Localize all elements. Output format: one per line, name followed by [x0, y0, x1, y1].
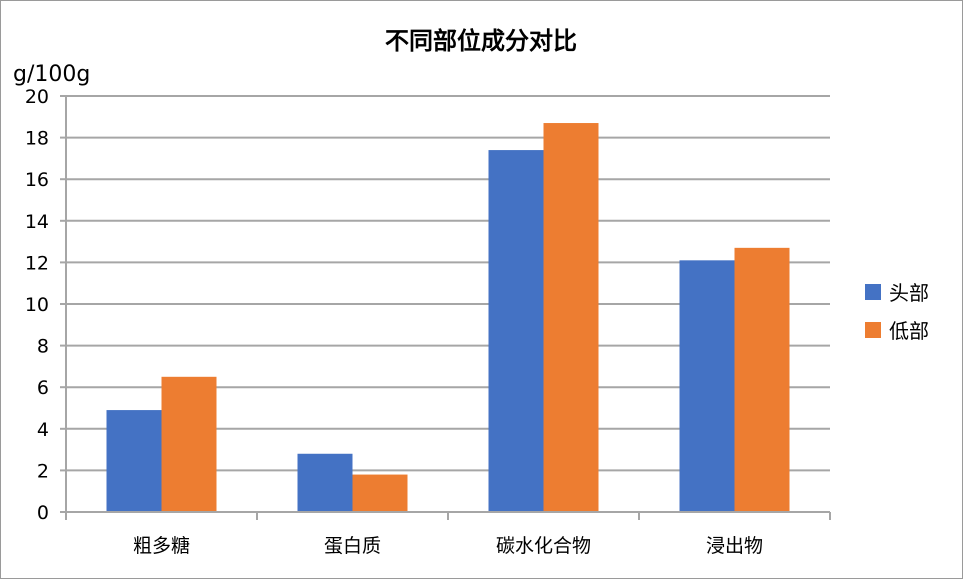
y-tick-label: 16: [25, 169, 49, 191]
y-tick-label: 14: [25, 211, 49, 233]
chart-title: 不同部位成分对比: [385, 27, 577, 55]
y-tick-label: 4: [37, 419, 49, 441]
bar-低部-粗多糖: [161, 376, 217, 512]
y-tick-label: 8: [37, 336, 49, 358]
legend-label: 低部: [889, 319, 929, 343]
x-axis-ticks: 粗多糖 蛋白质 碳水化合物 浸出物: [133, 535, 763, 557]
y-tick-label: 12: [25, 252, 49, 274]
legend-swatch: [865, 322, 881, 338]
bar-头部-粗多糖: [106, 410, 162, 512]
legend-swatch: [865, 284, 881, 300]
bar-低部-碳水化合物: [543, 123, 599, 512]
x-tick-label: 粗多糖: [133, 535, 190, 557]
y-tick-label: 6: [37, 377, 49, 399]
x-tick-label: 浸出物: [706, 535, 763, 557]
y-tick-label: 0: [37, 502, 49, 524]
legend-label: 头部: [889, 281, 929, 305]
y-tick-label: 20: [25, 86, 49, 108]
bar-头部-蛋白质: [297, 453, 353, 512]
y-tick-label: 2: [37, 460, 49, 482]
y-axis-unit-label: g/100g: [13, 62, 90, 87]
bar-低部-蛋白质: [352, 474, 408, 512]
y-tick-label: 10: [25, 294, 49, 316]
y-tick-label: 18: [25, 128, 49, 150]
x-tick-label: 蛋白质: [324, 535, 381, 557]
bar-头部-浸出物: [679, 260, 735, 512]
y-axis-ticks: 0 2 4 6 8 10 12 14 16 18 20: [25, 86, 66, 524]
bar-低部-浸出物: [734, 247, 790, 512]
x-axis: [65, 96, 831, 520]
x-tick-label: 碳水化合物: [496, 535, 591, 557]
bar-头部-碳水化合物: [488, 150, 544, 512]
bars: [106, 123, 790, 512]
